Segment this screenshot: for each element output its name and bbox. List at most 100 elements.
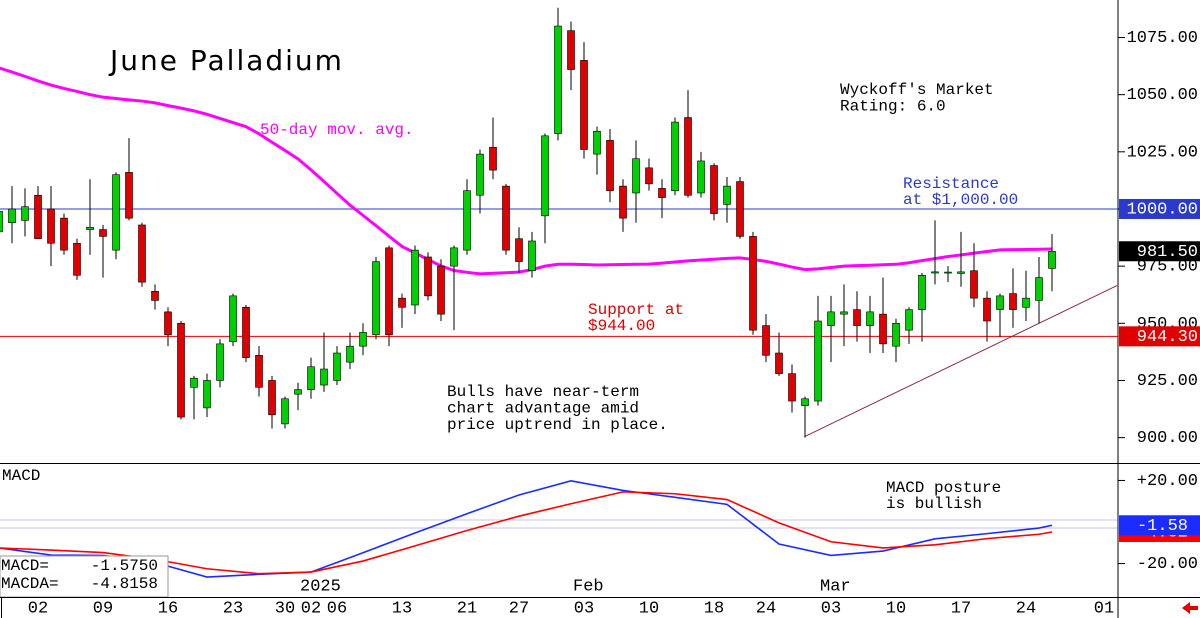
candle-body [294,389,302,395]
price-panel [0,7,1118,438]
period-label: 2025 [300,577,341,596]
macd-line [0,491,1053,575]
y-tick-label: 1075.00 [1127,29,1198,48]
candle-body [1035,277,1043,301]
candle-body [437,265,445,315]
candle-body [1022,297,1030,308]
y-tick-label: 900.00 [1137,429,1198,448]
candle-body [99,229,107,237]
candle-body [892,322,900,347]
candle-body [372,261,380,336]
annotation: chart advantage amid [447,400,639,418]
candle-body [502,185,510,251]
macd-panel [0,480,1053,578]
candle-body [918,274,926,310]
x-tick-label: 10 [639,599,659,618]
candle-body [944,271,952,274]
period-label: Feb [573,577,604,596]
candle-body [86,226,94,230]
x-tick-label: 03 [821,599,841,618]
level-box [1119,198,1200,219]
x-tick-label: 24 [756,599,776,618]
candle-body [320,368,328,386]
x-tick-label: 13 [392,599,412,618]
level-box [1119,326,1200,347]
candle-body [398,297,406,308]
candle-body [229,295,237,342]
candle-body [125,172,133,219]
candle-body [424,256,432,297]
candle-body [463,190,471,251]
moving-average [0,66,1053,276]
x-tick-label: 03 [574,599,594,618]
readout-name: MACDA= [1,575,59,593]
level-note: Resistance [903,175,999,193]
readout-name: MACD= [1,557,49,575]
candle-body [567,30,575,70]
candle-body [450,247,458,267]
candle-body [957,271,965,274]
candle-body [34,194,42,240]
candle-body [931,271,939,274]
candle-body [788,373,796,402]
candle-body [177,322,185,418]
candle-body [840,311,848,315]
annotation: Bulls have near-term [447,383,639,401]
candle-body [385,247,393,336]
candle-body [359,332,367,347]
annotation: Wyckoff's Market [840,81,994,99]
macd-line [0,480,1053,578]
candle-body [632,158,640,194]
candle-body [541,135,549,217]
x-tick-label: 27 [509,599,529,618]
x-tick-label: 01 [1094,599,1114,618]
candle-body [411,249,419,306]
candle-body [775,352,783,374]
candle-body [554,25,562,134]
candle-body [476,153,484,196]
x-tick-label: 30 [275,599,295,618]
candle-body [762,325,770,356]
level-note: $944.00 [588,317,655,335]
annotation: price uptrend in place. [447,416,668,434]
x-tick-label: 21 [457,599,477,618]
candle-body [814,320,822,402]
candle-body [242,306,250,358]
x-tick-label: 10 [886,599,906,618]
candle-body [645,167,653,185]
candle-body [1048,250,1056,269]
candle-body [736,181,744,237]
candle-body [281,398,289,425]
candle-body [996,295,1004,310]
y-tick-label: +20.00 [1137,472,1198,491]
candle-body [47,208,55,244]
candle-body [879,313,887,345]
x-tick-label: 16 [158,599,178,618]
candle-body [73,242,81,276]
candle-body [905,309,913,331]
annotation: Rating: 6.0 [840,98,946,116]
annotation: MACD posture [886,479,1001,497]
readout-box [0,555,169,598]
overlay: 02 09 16 23 30 02 06 13 21 27 03 10 18 24 03 10 17 24 01 20… [0,29,1200,618]
candle-body [710,165,718,214]
trendline [804,285,1118,437]
candle-body [801,398,809,406]
candle-body [593,130,601,155]
candle-body [1009,293,1017,310]
candle-body [749,236,757,331]
readout-value: -4.8158 [91,575,158,593]
macd-title: MACD [2,467,40,485]
period-label: Mar [820,577,851,596]
x-tick-label: 09 [93,599,113,618]
y-tick-label: 1050.00 [1127,86,1198,105]
candle-body [151,290,159,301]
macd-value-label: -1.58 [1137,517,1188,536]
candle-body [528,240,536,272]
candle-body [489,146,497,171]
candle-body [216,343,224,381]
x-tick-label: 23 [223,599,243,618]
candle-body [60,217,68,251]
scroll-arrow [1182,602,1198,614]
